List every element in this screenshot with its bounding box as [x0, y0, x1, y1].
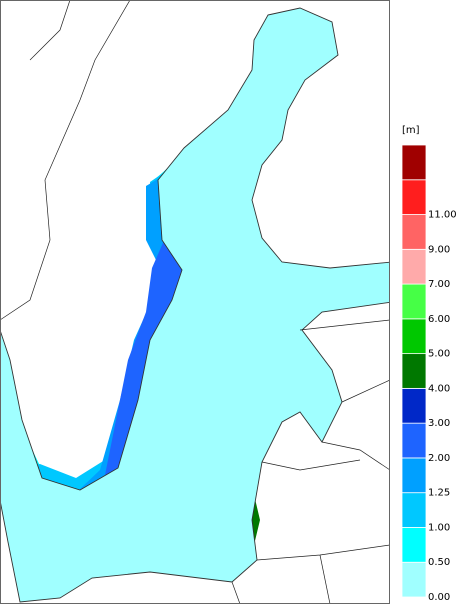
legend: 0.00 0.50 1.00 1.25 2.00 3.00 4.00 5.00 6.00 7.00…	[401, 144, 456, 603]
legend-swatch	[401, 492, 427, 528]
map	[0, 0, 390, 604]
legend-label: 4.00	[428, 383, 450, 394]
legend-label: 7.00	[428, 279, 450, 290]
legend-swatch	[401, 561, 427, 598]
legend-label: 2.00	[428, 453, 450, 464]
legend-swatch	[401, 179, 427, 215]
legend-label: 0.00	[428, 592, 450, 603]
legend-label: 1.25	[428, 488, 450, 499]
legend-swatch	[401, 248, 427, 285]
legend-swatch	[401, 318, 427, 355]
legend-label: 0.50	[428, 557, 450, 568]
legend-swatch	[401, 214, 427, 250]
legend-swatch	[401, 527, 427, 563]
legend-label: 6.00	[428, 314, 450, 325]
legend-label: 3.00	[428, 418, 450, 429]
legend-label: 5.00	[428, 349, 450, 360]
border	[0, 0, 390, 604]
legend-unit: [m]	[402, 125, 420, 136]
legend-swatch	[401, 387, 427, 424]
legend-label: 1.00	[428, 522, 450, 533]
legend-label: 11.00	[428, 210, 456, 221]
legend-swatch	[401, 457, 427, 494]
legend-swatch	[401, 283, 427, 320]
legend-label: 9.00	[428, 244, 450, 255]
legend-swatch	[401, 144, 427, 181]
legend-swatch	[401, 422, 427, 459]
legend-swatch	[401, 353, 427, 389]
